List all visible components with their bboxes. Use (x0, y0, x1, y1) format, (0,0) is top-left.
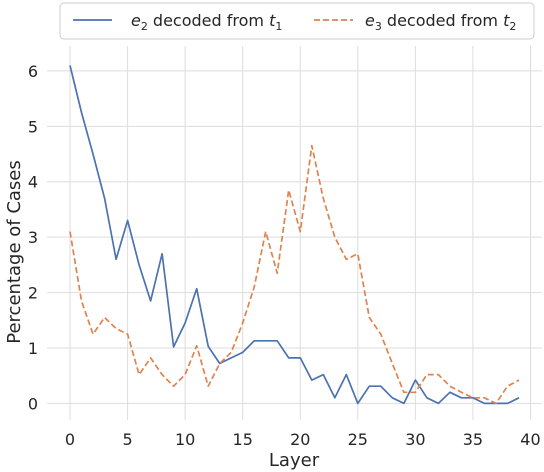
x-tick-label: 30 (405, 430, 425, 449)
y-tick-label: 1 (28, 339, 38, 358)
legend-series-1-subscript: 2 (141, 20, 148, 33)
legend-frame (59, 2, 535, 40)
x-tick-label: 0 (65, 430, 75, 449)
y-tick-label: 2 (28, 284, 38, 303)
y-tick-label: 6 (28, 62, 38, 81)
legend-series-1-symbol: e (131, 11, 141, 30)
legend-series-1-var: t (269, 11, 276, 30)
x-tick-label: 40 (520, 430, 540, 449)
y-axis-label: Percentage of Cases (4, 160, 25, 343)
y-tick-label: 3 (28, 228, 38, 247)
series-line-1 (69, 65, 520, 405)
x-tick-label: 35 (463, 430, 483, 449)
y-tick-label: 0 (28, 394, 38, 413)
x-tick-label: 5 (122, 430, 132, 449)
legend: e2 decoded from t1 e3 decoded from t2 (59, 2, 535, 40)
x-axis-label: Layer (269, 450, 320, 471)
legend-series-2-text: decoded from (382, 11, 503, 30)
legend-series-1-var-subscript: 1 (275, 20, 282, 33)
legend-series-2-subscript: 3 (375, 20, 382, 33)
legend-series-2-var: t (503, 11, 510, 30)
legend-series-1-text: decoded from (148, 11, 269, 30)
x-tick-label: 25 (348, 430, 368, 449)
series-lines (69, 65, 520, 405)
legend-label-series-1: e2 decoded from t1 (131, 11, 282, 33)
tick-labels: 0 5 10 15 20 25 30 35 40 0 1 2 3 4 5 6 (28, 62, 541, 449)
series-line-2 (69, 144, 520, 405)
legend-series-2-var-subscript: 2 (509, 20, 516, 33)
y-tick-label: 4 (28, 173, 38, 192)
x-tick-label: 20 (290, 430, 310, 449)
legend-label-series-2: e3 decoded from t2 (365, 11, 516, 33)
legend-series-2-symbol: e (365, 11, 375, 30)
x-tick-label: 15 (233, 430, 253, 449)
grid-lines (47, 46, 542, 420)
y-tick-label: 5 (28, 117, 38, 136)
x-tick-label: 10 (175, 430, 195, 449)
